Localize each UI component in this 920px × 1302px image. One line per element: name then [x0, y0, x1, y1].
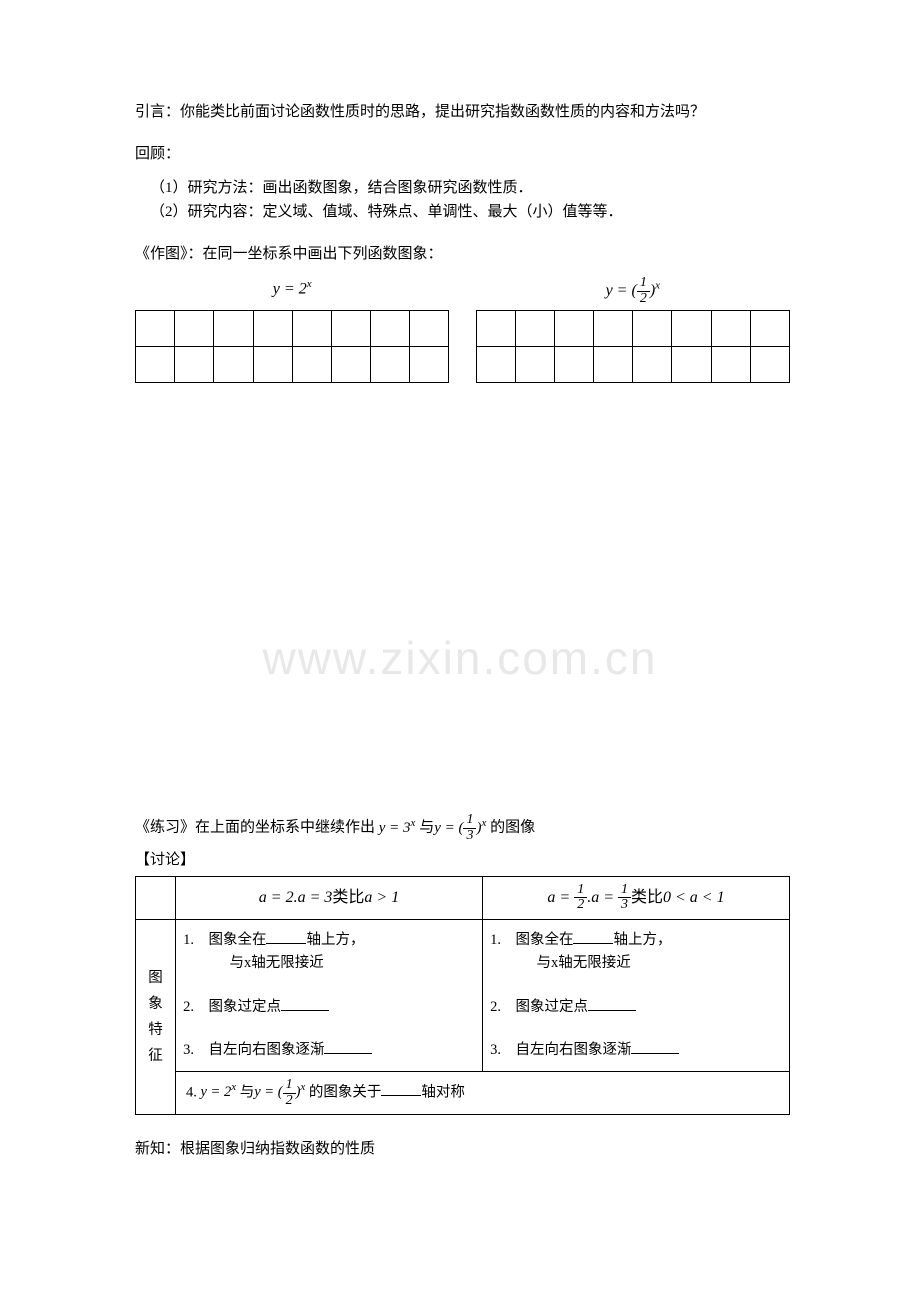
table-row: 4. y = 2x 与y = (12)x 的图象关于轴对称: [136, 1071, 790, 1114]
formula-row: y = 2x y = (12)x: [135, 276, 790, 306]
frac-den: 2: [637, 292, 650, 307]
header-right: a = 12.a = 13类比0 < a < 1: [483, 876, 790, 919]
review-item-1: （1）研究方法：画出函数图象，结合图象研究函数性质．: [135, 176, 790, 200]
vertical-label: 图象特征: [136, 920, 176, 1115]
blank-table-left: [135, 310, 449, 383]
intro-text: 引言：你能类比前面讨论函数性质时的思路，提出研究指数函数性质的内容和方法吗？: [135, 100, 790, 124]
plot-title: 《作图》：在同一坐标系中画出下列函数图象：: [135, 242, 790, 266]
exercise-prefix: 《练习》在上面的坐标系中继续作出: [135, 820, 379, 836]
comparison-table: a = 2.a = 3类比a > 1 a = 12.a = 13类比0 < a …: [135, 876, 790, 1116]
discuss-label: 【讨论】: [135, 848, 790, 872]
formula-left-exp: x: [307, 278, 312, 290]
review-title: 回顾：: [135, 142, 790, 166]
exercise-formula-2: y = (13)x: [434, 820, 486, 836]
exercise-line: 《练习》在上面的坐标系中继续作出 y = 3x 与y = (13)x 的图像: [135, 813, 790, 843]
header-left: a = 2.a = 3类比a > 1: [176, 876, 483, 919]
cell-item-4: 4. y = 2x 与y = (12)x 的图象关于轴对称: [176, 1071, 790, 1114]
formula-left-base: y = 2: [273, 280, 307, 297]
cell-left-items: 1. 图象全在轴上方， 与x轴无限接近 2. 图象过定点 3. 自左向右图象逐渐: [176, 920, 483, 1072]
blank-table-right: [476, 310, 790, 383]
fraction-half: 12: [637, 276, 650, 306]
formula-left: y = 2x: [135, 276, 449, 306]
exercise-formula-1: y = 3x: [379, 820, 416, 836]
formula-right-prefix: y = (: [606, 282, 637, 299]
formula-right-exp: x: [655, 280, 660, 292]
table-header-row: a = 2.a = 3类比a > 1 a = 12.a = 13类比0 < a …: [136, 876, 790, 919]
frac-num: 1: [637, 276, 650, 292]
table-row: 图象特征 1. 图象全在轴上方， 与x轴无限接近 2. 图象过定点 3. 自左向…: [136, 920, 790, 1072]
graph-placeholder-area: [135, 393, 790, 803]
review-item-2: （2）研究内容：定义域、值域、特殊点、单调性、最大（小）值等等．: [135, 200, 790, 224]
blank-tables-row: [135, 310, 790, 383]
exercise-suffix: 的图像: [486, 820, 535, 836]
formula-right: y = (12)x: [476, 276, 790, 306]
cell-right-items: 1. 图象全在轴上方， 与x轴无限接近 2. 图象过定点 3. 自左向右图象逐渐: [483, 920, 790, 1072]
final-text: 新知：根据图象归纳指数函数的性质: [135, 1137, 790, 1161]
exercise-and: 与: [415, 820, 434, 836]
